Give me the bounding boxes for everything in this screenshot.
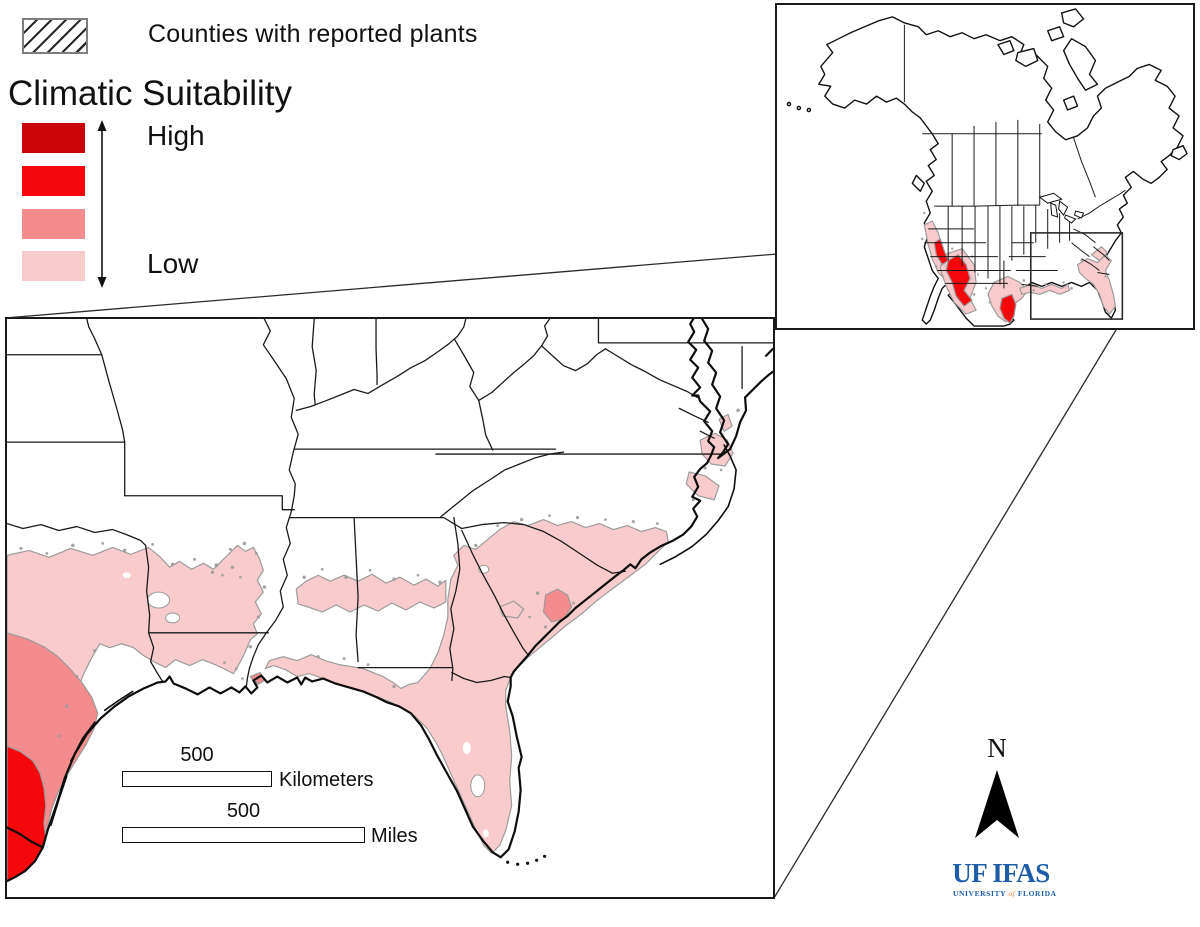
leader-line-bottom xyxy=(773,319,1123,899)
high-low-arrow xyxy=(97,120,107,288)
mexico-coast xyxy=(7,846,45,883)
inset-boundaries xyxy=(903,24,1126,289)
florida-keys xyxy=(506,854,547,866)
georgia-south-carolina-line xyxy=(461,529,530,657)
main-map-southeast-us xyxy=(7,319,773,883)
logo-uf-text: UF xyxy=(952,858,988,888)
uf-ifas-logo: UF IFAS UNIVERSITY of FLORIDA xyxy=(952,858,1056,899)
maryland-pennsylvania-line xyxy=(597,319,773,344)
logo-ifas-text: IFAS xyxy=(992,858,1050,888)
inset-map-north-america xyxy=(786,8,1188,327)
north-south-carolina-line xyxy=(461,521,627,574)
potomac-border xyxy=(604,348,698,399)
suitability-color-ramp xyxy=(22,123,85,281)
logo-wordmark: UF IFAS xyxy=(952,858,1050,888)
swatch-med-low xyxy=(22,209,85,239)
tagline-of: of xyxy=(1008,889,1016,898)
logo-tagline: UNIVERSITY of FLORIDA xyxy=(953,889,1056,898)
scale-km-unit: Kilometers xyxy=(279,769,374,791)
scale-mi-value: 500 xyxy=(226,800,261,822)
scale-mi-unit: Miles xyxy=(371,825,418,847)
north-arrow-label: N xyxy=(987,733,1007,763)
islands xyxy=(786,8,1188,192)
coastline xyxy=(7,319,773,883)
mississippi-alabama-line xyxy=(353,516,359,663)
indiana-ohio-line xyxy=(375,319,378,386)
illinois-indiana-line xyxy=(311,319,317,406)
texas-barrier-islands xyxy=(50,690,134,827)
suitability-med-savannah-blob xyxy=(543,588,573,623)
inset-map-frame xyxy=(775,3,1195,330)
missouri-west-border xyxy=(101,354,126,497)
tagline-florida: FLORIDA xyxy=(1017,889,1057,898)
legend-high-label: High xyxy=(147,120,205,151)
scale-bar-miles xyxy=(122,827,365,843)
counties-hatch-swatch xyxy=(22,18,88,54)
ohio-river xyxy=(295,319,467,412)
tennessee-north-carolina-line xyxy=(440,451,565,518)
swatch-low xyxy=(22,251,85,281)
arrowhead-up-icon xyxy=(97,120,107,131)
james-river xyxy=(678,407,715,439)
texas-arkansas-border xyxy=(144,544,151,634)
scale-bar-kilometers xyxy=(122,771,272,787)
north-arrow-icon xyxy=(975,770,1019,838)
gulf-atlantic-coast xyxy=(7,319,716,859)
tennessee-south-line xyxy=(288,516,463,530)
county-speckles xyxy=(19,408,740,738)
kentucky-virginia-line xyxy=(478,399,494,451)
missouri-arkansas-line xyxy=(124,495,295,511)
swatch-med-high xyxy=(22,166,85,196)
iowa-missouri-line xyxy=(7,319,103,356)
wv-panhandle-line xyxy=(540,345,607,372)
west-virginia-virginia-line xyxy=(478,319,551,402)
outer-banks xyxy=(659,444,737,566)
swatch-high xyxy=(22,123,85,153)
state-boundaries xyxy=(7,319,773,688)
delmarva-peninsula xyxy=(701,319,773,460)
white-gaps xyxy=(122,564,490,838)
inset-extent-rectangle xyxy=(1029,232,1124,320)
suitability-low-georgia-blob xyxy=(499,600,525,619)
great-lakes xyxy=(1038,192,1085,224)
suitability-low-midsouth-band xyxy=(295,573,447,613)
scale-km-value: 500 xyxy=(180,744,214,766)
tagline-university: UNIVERSITY xyxy=(953,889,1006,898)
legend-low-label: Low xyxy=(147,248,199,279)
counties-hatch-label: Counties with reported plants xyxy=(148,20,478,48)
red-river-border xyxy=(7,522,147,547)
alabama-georgia-line xyxy=(449,516,461,682)
main-map-frame xyxy=(5,317,775,899)
big-sandy-border xyxy=(454,339,480,402)
florida-north-line xyxy=(357,666,512,684)
mississippi-river xyxy=(245,319,299,688)
arrowhead-down-icon xyxy=(97,277,107,288)
sabine-river-border xyxy=(147,632,164,683)
legend-title: Climatic Suitability xyxy=(8,74,292,113)
suitability-low-nc-patch-2 xyxy=(685,471,720,501)
